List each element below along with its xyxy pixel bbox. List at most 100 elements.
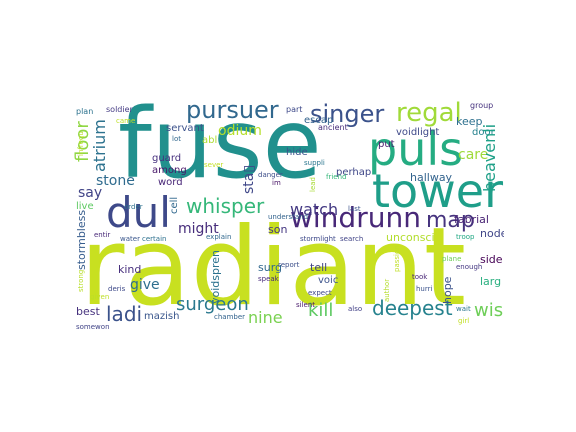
word-best: best [76, 305, 100, 318]
word-perhap: perhap [336, 167, 372, 178]
word-nine: nine [248, 308, 283, 327]
word-wait: wait [456, 305, 471, 313]
word-speak: speak [258, 275, 279, 283]
word-deepest: deepest [372, 296, 453, 320]
word-guard: guard [152, 153, 182, 164]
word-among: among [152, 165, 187, 176]
word-puls: puls [368, 122, 464, 176]
word-mazish: mazish [144, 311, 180, 322]
word-regal: regal [396, 98, 462, 128]
word-side: side [480, 253, 503, 266]
word-suppli: suppli [304, 159, 325, 167]
word-stormbless: stormbless [75, 209, 88, 270]
word-understand: understand [268, 213, 309, 221]
word-certain: certain [142, 235, 167, 243]
word-deris: deris [108, 285, 126, 293]
word-door: door [472, 127, 495, 138]
word-plan: plan [76, 107, 94, 116]
word-keep: keep [456, 115, 483, 128]
word-wish: wish [474, 300, 504, 321]
word-voic: voic [318, 275, 339, 286]
word-lead: lead [309, 177, 317, 192]
word-live: live [76, 201, 94, 212]
word-troop: troop [456, 233, 475, 241]
word-author: author [383, 278, 391, 302]
word-whisper: whisper [186, 194, 265, 218]
word-lot: lot [172, 135, 181, 143]
word-enough: enough [456, 263, 483, 271]
word-kill: kill [308, 300, 334, 321]
word-surgeon: surgeon [176, 294, 249, 315]
word-girl: girl [458, 317, 470, 325]
word-dul: dul [106, 188, 171, 237]
word-tell: tell [310, 261, 328, 274]
word-word: word [158, 177, 183, 188]
word-watch: watch [290, 200, 339, 219]
word-hurri: hurri [416, 285, 433, 293]
word-expect: expect [308, 289, 332, 297]
word-ancient: ancient [318, 123, 348, 132]
word-also: also [348, 305, 363, 313]
word-cloud: radiant fuse puls tower dul windrunn pur… [72, 96, 504, 338]
word-last: last [348, 205, 361, 213]
word-voidlight: voidlight [396, 127, 440, 138]
word-unconsci: unconsci [386, 231, 435, 244]
word-care: care [458, 147, 489, 163]
word-report: report [278, 261, 300, 269]
word-give: give [130, 277, 160, 293]
word-ladi: ladi [106, 302, 143, 326]
word-im: im [272, 179, 281, 187]
word-stormlight: stormlight [300, 235, 336, 243]
word-might: might [178, 221, 219, 237]
word-silent: silent [296, 301, 316, 309]
word-sever: sever [204, 161, 224, 169]
word-sta: sta▯ [241, 164, 257, 194]
word-say: say [78, 185, 103, 201]
word-water: water [120, 235, 140, 243]
word-passion: passion [393, 245, 401, 272]
word-fuse: fuse [118, 96, 322, 200]
word-escap: escap [304, 115, 334, 126]
word-heavenli: heavenli [480, 123, 499, 192]
word-given: given [90, 293, 110, 301]
word-pursuer: pursuer [186, 96, 279, 124]
word-explain: explain [206, 233, 232, 241]
word-odium: odium [218, 123, 262, 139]
word-servant: servant [166, 123, 204, 134]
word-singer: singer [310, 100, 385, 128]
word-hallway: hallway [410, 171, 453, 184]
word-hope: hope [441, 276, 454, 304]
word-soldier: soldier [106, 105, 133, 114]
word-kind: kind [118, 263, 142, 276]
word-somewon: somewon [76, 323, 110, 331]
word-took: took [412, 273, 428, 281]
word-danger: danger [258, 171, 283, 179]
word-put: put [378, 139, 395, 150]
word-group: group [470, 101, 494, 110]
word-windrunn: windrunn [290, 201, 421, 234]
word-came: came [116, 117, 136, 125]
word-radiant: radiant [80, 205, 467, 330]
word-tower: tower [372, 164, 504, 218]
word-abl: abl [202, 135, 218, 146]
word-cell: cell [169, 196, 180, 214]
word-entir: entir [94, 231, 111, 239]
word-voidspren: voidspren [209, 249, 222, 304]
word-son: son [268, 223, 288, 236]
word-plane: plane [442, 255, 462, 263]
word-larg: larg [480, 275, 502, 288]
word-surg: surg [258, 261, 283, 274]
word-strong: strong [77, 269, 85, 292]
word-node: node [480, 227, 504, 240]
word-hide: hide [286, 147, 308, 158]
word-search: search [340, 235, 364, 243]
word-part: part [286, 105, 303, 114]
word-infrequent: infrequ [77, 131, 85, 156]
word-stone: stone [96, 173, 135, 189]
word-atrium: atrium [90, 119, 109, 172]
word-friend: friend [326, 173, 347, 181]
word-fabrial: fabrial [454, 213, 489, 226]
word-chamber: chamber [214, 313, 246, 321]
word-order: order [124, 203, 143, 211]
word-map: map [426, 208, 475, 233]
